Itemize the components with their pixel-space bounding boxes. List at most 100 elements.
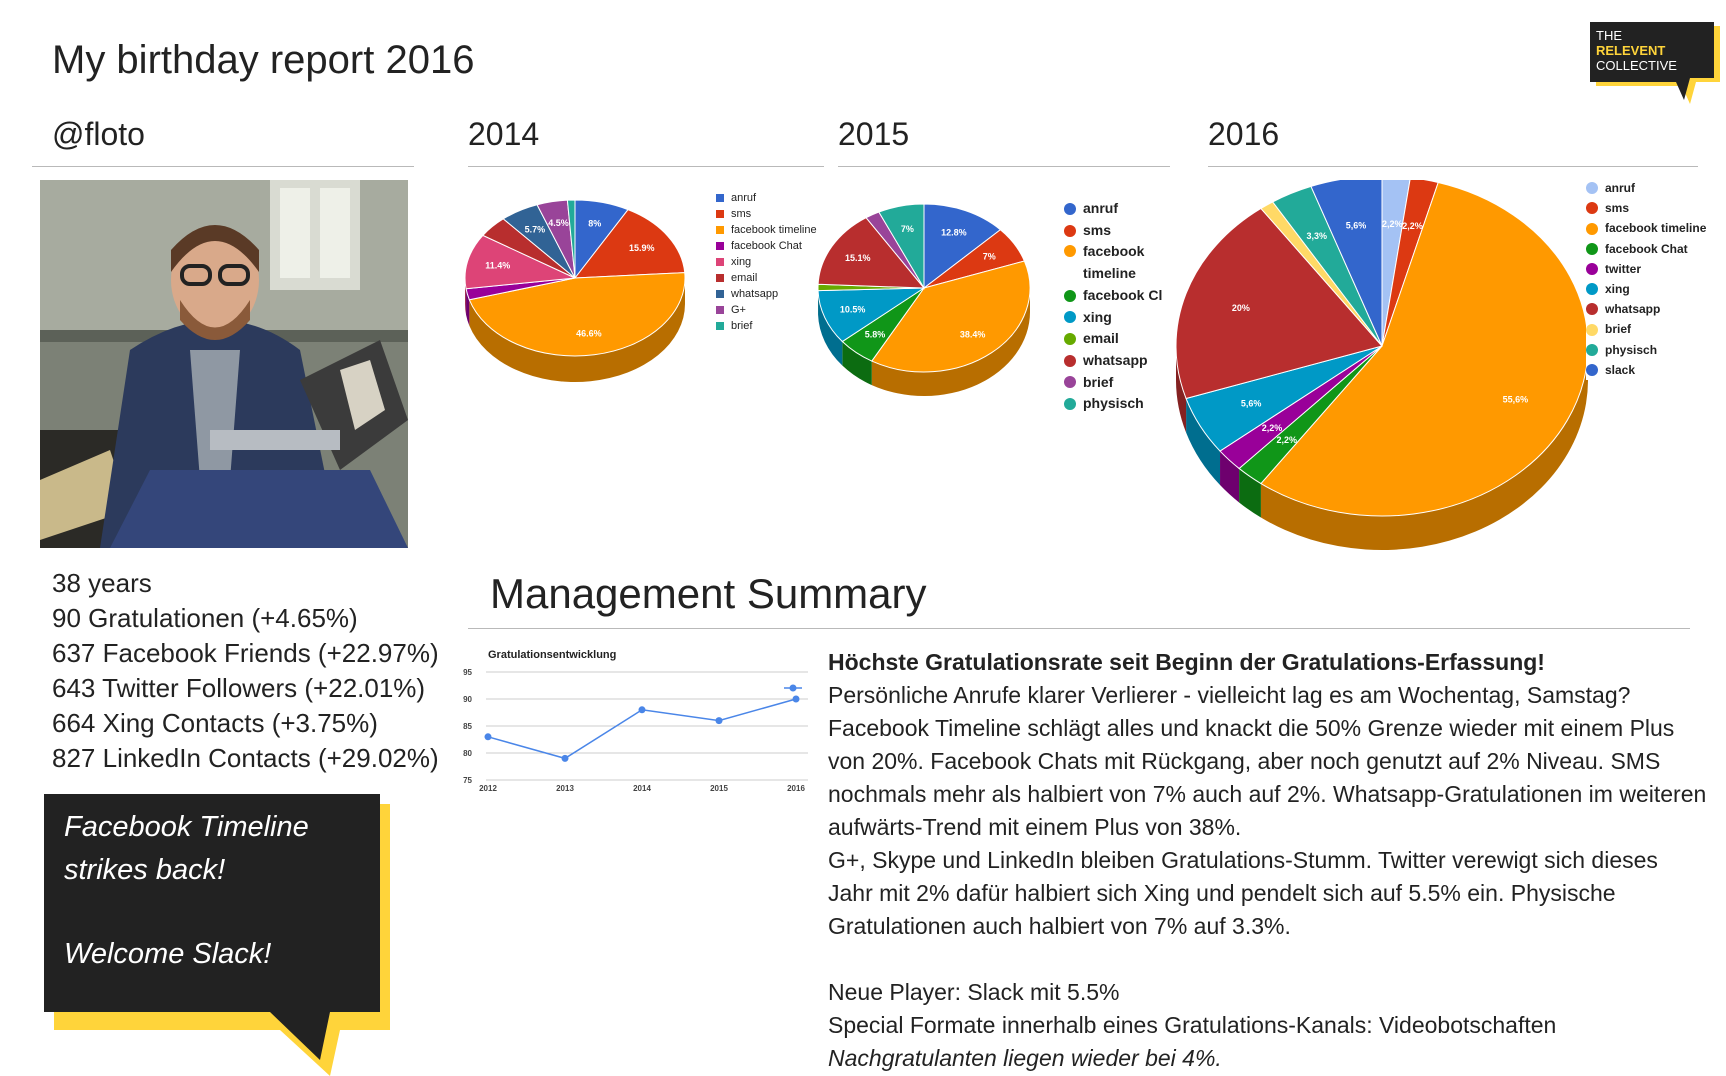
- legend-label: facebook timeline: [1083, 243, 1145, 282]
- pie-slice: [1310, 180, 1383, 347]
- legend-swatch: [716, 306, 724, 314]
- pie-slice: [464, 234, 577, 290]
- pie-slice: [817, 217, 926, 289]
- summary-lead: Höchste Gratulationsrate seit Beginn der…: [828, 649, 1545, 675]
- pie-slice-label: 5,6%: [1241, 399, 1262, 409]
- legend-item: anruf: [1586, 178, 1706, 198]
- y-tick-label: 80: [463, 749, 472, 758]
- legend-label: sms: [1605, 201, 1630, 216]
- legend-item: xing: [716, 254, 817, 270]
- pie-slice: [1381, 180, 1411, 347]
- data-point: [792, 695, 800, 703]
- legend-item: facebook timeline: [716, 222, 817, 238]
- legend-label: brief: [1083, 373, 1114, 390]
- callout-line-2: strikes back!: [64, 854, 226, 886]
- legend-item: facebook timeline: [1586, 218, 1706, 238]
- stat-line: 38 years: [52, 568, 152, 598]
- legend-item: facebook Cl: [1064, 285, 1168, 307]
- legend-label: whatsapp: [1083, 351, 1148, 368]
- stat-line: 643 Twitter Followers (+22.01%): [52, 673, 426, 703]
- legend-label: slack: [1605, 362, 1636, 377]
- summary-paragraph-1: Persönliche Anrufe klarer Verlierer - vi…: [828, 682, 1707, 840]
- pie-slice-label: 55,6%: [1503, 395, 1529, 405]
- legend-swatch: [1064, 202, 1076, 215]
- legend-label: xing: [731, 256, 752, 268]
- legend-swatch: [1064, 245, 1076, 258]
- legend-label: facebook Chat: [1605, 241, 1688, 256]
- stat-line: 637 Facebook Friends (+22.97%): [52, 638, 439, 668]
- summary-paragraph-5: Nachgratulanten liegen wieder bei 4%.: [828, 1045, 1222, 1071]
- x-tick-label: 2013: [556, 784, 574, 793]
- legend-swatch: [1586, 262, 1598, 275]
- pie-slice-label: 3,3%: [1306, 231, 1327, 241]
- pie-slice-label: 2,2%: [1382, 219, 1403, 229]
- summary-paragraph-2: G+, Skype und LinkedIn bleiben Gratulati…: [828, 847, 1658, 939]
- legend-item: twitter: [1586, 259, 1706, 279]
- legend-swatch: [716, 210, 724, 218]
- legend-item: whatsapp: [1064, 350, 1168, 372]
- legend-item: facebook timeline: [1064, 241, 1168, 284]
- legend-swatch: [1586, 363, 1598, 376]
- summary-heading: Management Summary: [490, 570, 927, 617]
- legend-label: facebook timeline: [1605, 221, 1707, 236]
- callout-line-1: Facebook Timeline: [64, 811, 309, 843]
- pie-side-4: [1220, 451, 1240, 503]
- logo-line-2: RELEVENT: [1596, 43, 1665, 58]
- legend-swatch: [1064, 333, 1076, 346]
- legend-2014: anruf sms facebook timeline facebook Chat xi…: [716, 190, 817, 334]
- legend-label: sms: [1083, 221, 1112, 238]
- divider: [32, 166, 414, 167]
- pie-slice: [871, 260, 1031, 373]
- callout-line-3: Welcome Slack!: [64, 938, 272, 970]
- legend-item: anruf: [716, 190, 817, 206]
- legend-swatch: [1064, 398, 1076, 411]
- pie-slice-label: 20%: [1232, 303, 1250, 313]
- pie-slice-label: 2,2%: [1402, 221, 1423, 231]
- pie-side-2: [1260, 346, 1588, 550]
- y-tick-label: 85: [463, 722, 472, 731]
- legend-label: anruf: [1083, 200, 1118, 216]
- pie-slice-label: 2,2%: [1262, 423, 1283, 433]
- stat-line: 664 Xing Contacts (+3.75%): [52, 708, 378, 738]
- data-point: [715, 717, 723, 725]
- legend-item: physisch: [1586, 340, 1706, 360]
- legend-item: email: [1064, 328, 1168, 350]
- profile-stats: 38 years 90 Gratulationen (+4.65%) 637 F…: [52, 566, 439, 776]
- logo-line-1: THE: [1596, 28, 1622, 43]
- legend-swatch: [1586, 343, 1598, 356]
- legend-item: G+: [716, 302, 817, 318]
- pie-slice-label: 7%: [901, 224, 914, 234]
- y-tick-label: 95: [463, 668, 472, 677]
- legend-item: brief: [1586, 319, 1706, 339]
- callout-text: Facebook Timeline strikes back! Welcome …: [64, 806, 309, 976]
- line-chart-gratulationen: Gratulationsentwicklung 75 80 85 90 95 2012 201…: [463, 649, 808, 793]
- pie-slice-label: 8%: [588, 219, 601, 229]
- pie-side-3: [842, 341, 872, 386]
- legend-label: email: [1083, 330, 1119, 347]
- legend-item: xing: [1064, 307, 1168, 329]
- legend-swatch: [716, 226, 724, 234]
- pie-slice-label: 5,6%: [1346, 220, 1367, 230]
- legend-item: email: [716, 270, 817, 286]
- legend-item: facebook Chat: [1586, 239, 1706, 259]
- x-tick-label: 2015: [710, 784, 728, 793]
- divider: [468, 628, 1690, 629]
- pie-side-6: [1176, 346, 1187, 433]
- legend-swatch: [716, 258, 724, 266]
- y-tick-label: 90: [463, 695, 472, 704]
- stat-line: 827 LinkedIn Contacts (+29.02%): [52, 743, 439, 773]
- legend-swatch: [1586, 303, 1598, 316]
- summary-paragraph-3: Neue Player: Slack mit 5.5%: [828, 979, 1120, 1005]
- section-2015: 2015: [838, 116, 910, 152]
- x-tick-label: 2012: [479, 784, 497, 793]
- summary-text: Höchste Gratulationsrate seit Beginn der…: [828, 646, 1708, 1075]
- y-tick-label: 75: [463, 776, 472, 785]
- data-point: [561, 754, 569, 762]
- legend-swatch: [1586, 222, 1598, 235]
- pie-slice: [566, 199, 576, 279]
- legend-label: twitter: [1605, 261, 1641, 276]
- pie-slice-label: 5.7%: [525, 225, 546, 235]
- legend-item: sms: [1064, 220, 1168, 242]
- legend-marker: [789, 684, 797, 692]
- legend-swatch: [716, 242, 724, 250]
